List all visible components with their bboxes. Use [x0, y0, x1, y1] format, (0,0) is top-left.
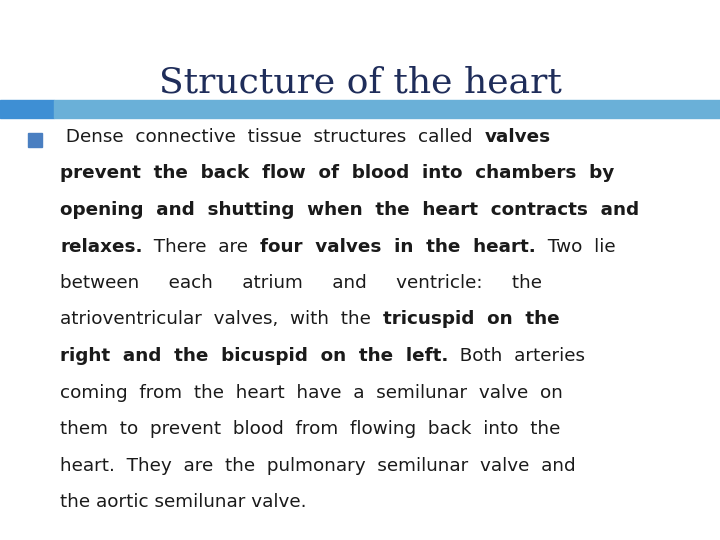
Text: coming  from  the  heart  have  a  semilunar  valve  on: coming from the heart have a semilunar v…	[60, 383, 563, 402]
Text: heart.  They  are  the  pulmonary  semilunar  valve  and: heart. They are the pulmonary semilunar …	[60, 456, 575, 475]
Text: right  and  the  bicuspid  on  the  left.: right and the bicuspid on the left.	[60, 347, 449, 365]
Text: between     each     atrium     and     ventricle:     the: between each atrium and ventricle: the	[60, 274, 542, 292]
Text: Dense  connective  tissue  structures  called: Dense connective tissue structures calle…	[60, 128, 485, 146]
Text: Structure of the heart: Structure of the heart	[158, 66, 562, 100]
Text: relaxes.: relaxes.	[60, 238, 143, 255]
Text: Two  lie: Two lie	[536, 238, 616, 255]
Text: prevent  the  back  flow  of  blood  into  chambers  by: prevent the back flow of blood into cham…	[60, 165, 614, 183]
Bar	[28, 133, 42, 147]
Text: the aortic semilunar valve.: the aortic semilunar valve.	[60, 493, 307, 511]
Text: tricuspid  on  the: tricuspid on the	[382, 310, 559, 328]
Text: valves: valves	[485, 128, 550, 146]
Text: them  to  prevent  blood  from  flowing  back  into  the: them to prevent blood from flowing back …	[60, 420, 560, 438]
Text: There  are: There are	[143, 238, 260, 255]
Text: four  valves  in  the  heart.: four valves in the heart.	[260, 238, 536, 255]
Text: opening  and  shutting  when  the  heart  contracts  and: opening and shutting when the heart cont…	[60, 201, 639, 219]
Bar	[0, 100, 54, 118]
Bar	[54, 100, 720, 118]
Text: atrioventricular  valves,  with  the: atrioventricular valves, with the	[60, 310, 382, 328]
Text: Both  arteries: Both arteries	[449, 347, 585, 365]
